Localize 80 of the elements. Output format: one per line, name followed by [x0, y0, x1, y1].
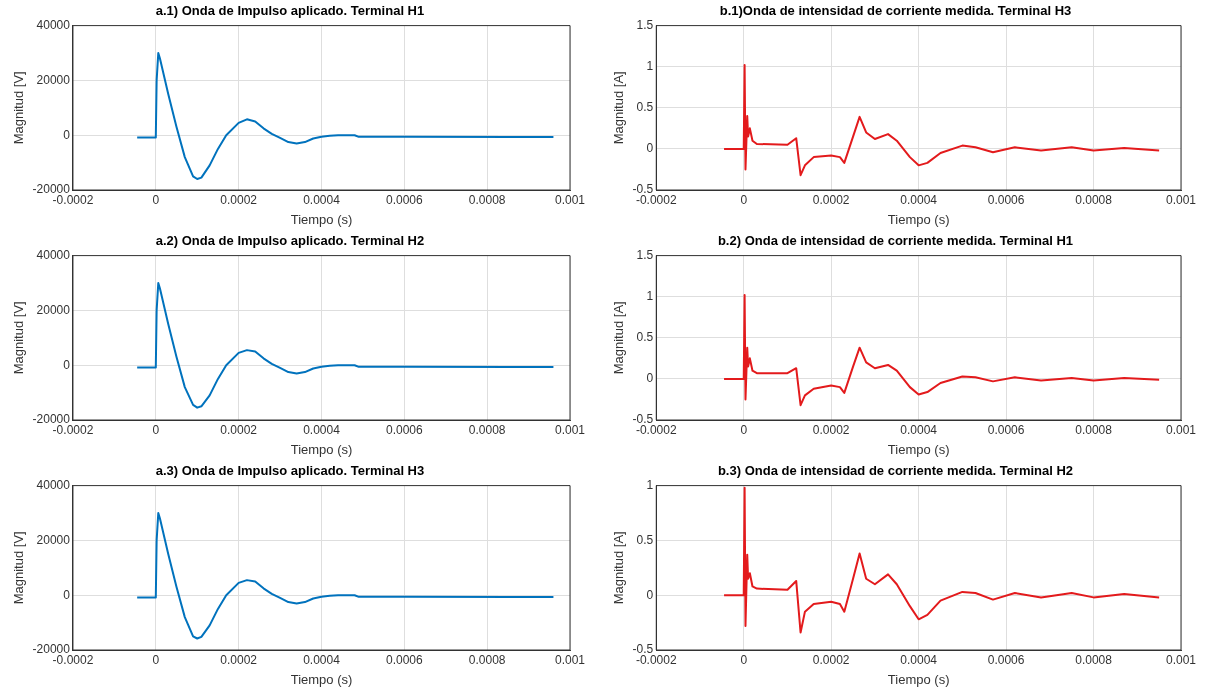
x-tick-label: 0.0002	[220, 652, 258, 667]
x-axis-title: Tiempo (s)	[887, 441, 950, 457]
x-tick-label: 0.0006	[385, 422, 423, 437]
x-tick-label: 0.0002	[812, 192, 850, 207]
chart-title: b.3) Onda de intensidad de corriente medida. Terminal H2	[717, 463, 1074, 479]
x-tick-label: -0.0002	[635, 422, 677, 437]
y-tick-label: 0	[646, 587, 654, 602]
x-tick-label: 0.0004	[303, 652, 341, 667]
x-tick-label: 0.0002	[812, 652, 850, 667]
x-tick-label: 0.0004	[900, 192, 938, 207]
x-tick-label: 0	[740, 652, 748, 667]
y-tick-label: 1	[646, 59, 654, 74]
x-axis-title: Tiempo (s)	[887, 211, 950, 227]
x-axis-title: Tiempo (s)	[290, 671, 353, 687]
y-tick-label: 1.5	[636, 17, 654, 32]
y-tick-label: 20000	[36, 72, 71, 87]
x-tick-label: 0.0002	[220, 192, 258, 207]
x-tick-label: 0.0006	[385, 652, 423, 667]
y-tick-label: 20000	[36, 532, 71, 547]
x-tick-label: 0.0008	[468, 422, 506, 437]
y-axis-title: Magnitud [A]	[611, 531, 627, 605]
y-tick-label: 0	[646, 141, 654, 156]
x-tick-label: 0	[740, 422, 748, 437]
x-tick-label: 0	[152, 652, 160, 667]
y-tick-label: 0	[63, 357, 71, 372]
x-tick-label: 0.0006	[987, 192, 1025, 207]
x-tick-label: 0.001	[554, 192, 586, 207]
chart-title: b.1)Onda de intensidad de corriente medida. Terminal H3	[719, 3, 1072, 19]
x-tick-label: -0.0002	[635, 652, 677, 667]
x-tick-label: 0.0006	[987, 422, 1025, 437]
x-tick-label: 0.0008	[1075, 422, 1113, 437]
x-tick-label: 0.0004	[900, 652, 938, 667]
x-tick-label: 0.0002	[220, 422, 258, 437]
y-axis-title: Magnitud [V]	[11, 301, 27, 375]
y-tick-label: 0.5	[636, 100, 654, 115]
x-tick-label: 0.001	[1165, 192, 1197, 207]
x-tick-label: 0.0004	[900, 422, 938, 437]
chart-title: a.3) Onda de Impulso aplicado. Terminal H3	[155, 463, 425, 479]
x-tick-label: 0.0008	[1075, 652, 1113, 667]
x-tick-label: 0.0004	[303, 192, 341, 207]
x-tick-label: 0.0004	[303, 422, 341, 437]
x-tick-label: 0.001	[1165, 652, 1197, 667]
x-tick-label: 0.001	[554, 652, 586, 667]
y-tick-label: 0	[63, 587, 71, 602]
chart-title: a.1) Onda de Impulso aplicado. Terminal H1	[155, 3, 425, 19]
x-tick-label: 0.0008	[1075, 192, 1113, 207]
x-tick-label: 0	[152, 422, 160, 437]
y-tick-label: 40000	[36, 247, 71, 262]
y-axis-title: Magnitud [V]	[11, 71, 27, 145]
x-tick-label: -0.0002	[635, 192, 677, 207]
x-tick-label: 0.001	[1165, 422, 1197, 437]
x-axis-title: Tiempo (s)	[290, 211, 353, 227]
x-tick-label: 0.0008	[468, 192, 506, 207]
x-tick-label: 0.001	[554, 422, 586, 437]
chart-title: a.2) Onda de Impulso aplicado. Terminal H2	[155, 233, 425, 249]
x-tick-label: 0.0008	[468, 652, 506, 667]
y-axis-title: Magnitud [A]	[611, 301, 627, 375]
x-tick-label: -0.0002	[52, 422, 94, 437]
y-tick-label: 1	[646, 477, 654, 492]
y-tick-label: 40000	[36, 477, 71, 492]
y-tick-label: 1.5	[636, 247, 654, 262]
y-axis-title: Magnitud [V]	[11, 531, 27, 605]
y-tick-label: 1	[646, 289, 654, 304]
x-tick-label: 0.0006	[987, 652, 1025, 667]
x-tick-label: 0.0002	[812, 422, 850, 437]
y-axis-title: Magnitud [A]	[611, 71, 627, 145]
y-tick-label: 0	[63, 127, 71, 142]
y-tick-label: 0.5	[636, 532, 654, 547]
x-tick-label: -0.0002	[52, 652, 94, 667]
y-tick-label: 40000	[36, 17, 71, 32]
y-tick-label: 20000	[36, 302, 71, 317]
x-tick-label: 0	[152, 192, 160, 207]
x-axis-title: Tiempo (s)	[290, 441, 353, 457]
x-axis-title: Tiempo (s)	[887, 671, 950, 687]
y-tick-label: 0.5	[636, 330, 654, 345]
x-tick-label: -0.0002	[52, 192, 94, 207]
x-tick-label: 0.0006	[385, 192, 423, 207]
x-tick-label: 0	[740, 192, 748, 207]
chart-title: b.2) Onda de intensidad de corriente medida. Terminal H1	[717, 233, 1074, 249]
y-tick-label: 0	[646, 371, 654, 386]
